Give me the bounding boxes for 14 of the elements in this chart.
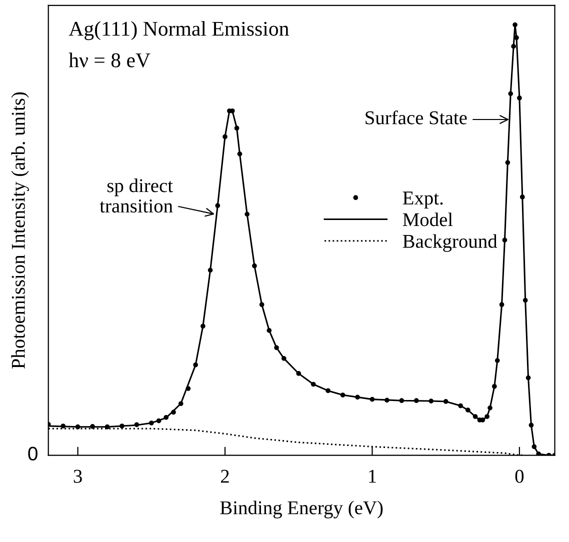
annotation: sp direct transition <box>100 178 173 213</box>
annotation: hν = 8 eV <box>68 52 150 68</box>
x-tick-label: 2 <box>221 470 229 483</box>
x-tick-label: 1 <box>369 470 376 483</box>
annotation: Surface State <box>366 110 467 124</box>
legend-label: Expt. <box>402 192 443 209</box>
annotation: Ag(111) Normal Emission <box>68 21 289 40</box>
y-axis-title: Photoemission Intensity (arb. units) <box>11 92 29 369</box>
x-tick-label: 3 <box>74 470 82 483</box>
text: 0 <box>28 446 38 460</box>
x-tick-label: 0 <box>515 470 524 483</box>
legend-label: Background <box>402 234 498 252</box>
x-axis-title: Binding Energy (eV) <box>220 500 383 518</box>
legend-label: Model <box>402 212 453 226</box>
